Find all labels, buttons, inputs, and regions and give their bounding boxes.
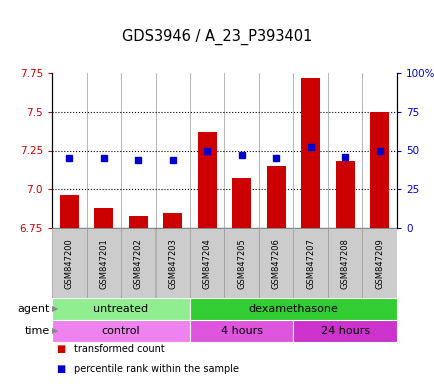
Text: GSM847205: GSM847205	[237, 238, 246, 289]
Text: GSM847202: GSM847202	[133, 238, 142, 289]
Text: GSM847203: GSM847203	[168, 238, 177, 290]
Bar	[128, 215, 148, 228]
Bar	[293, 320, 396, 342]
Text: 4 hours: 4 hours	[220, 326, 262, 336]
Text: GSM847207: GSM847207	[306, 238, 315, 290]
Bar	[59, 195, 79, 228]
Bar	[94, 208, 113, 228]
Text: untreated: untreated	[93, 304, 148, 314]
Text: GSM847209: GSM847209	[375, 238, 383, 289]
Bar	[258, 228, 293, 298]
Bar	[52, 228, 86, 298]
Text: ■: ■	[56, 364, 66, 374]
Bar	[301, 78, 319, 228]
Bar	[190, 320, 293, 342]
Text: GSM847208: GSM847208	[340, 238, 349, 290]
Text: time: time	[24, 326, 50, 336]
Bar	[293, 228, 327, 298]
Text: GSM847200: GSM847200	[65, 238, 74, 289]
Text: GDS3946 / A_23_P393401: GDS3946 / A_23_P393401	[122, 28, 312, 45]
Text: GSM847204: GSM847204	[202, 238, 211, 289]
Bar	[190, 298, 396, 320]
Bar	[163, 212, 182, 228]
Text: transformed count: transformed count	[74, 344, 164, 354]
Text: ▶: ▶	[52, 326, 58, 336]
Bar	[369, 112, 388, 228]
Bar	[52, 298, 190, 320]
Bar	[224, 228, 258, 298]
Text: dexamethasone: dexamethasone	[248, 304, 338, 314]
Bar	[266, 166, 285, 228]
Text: control: control	[102, 326, 140, 336]
Text: ▶: ▶	[52, 305, 58, 313]
Bar	[197, 132, 216, 228]
Text: ■: ■	[56, 344, 66, 354]
Text: percentile rank within the sample: percentile rank within the sample	[74, 364, 238, 374]
Bar	[327, 228, 362, 298]
Text: GSM847206: GSM847206	[271, 238, 280, 290]
Bar	[52, 320, 190, 342]
Bar	[155, 228, 190, 298]
Text: GSM847201: GSM847201	[99, 238, 108, 289]
Bar	[190, 228, 224, 298]
Bar	[362, 228, 396, 298]
Bar	[86, 228, 121, 298]
Text: 24 hours: 24 hours	[320, 326, 369, 336]
Text: agent: agent	[17, 304, 50, 314]
Bar	[232, 179, 251, 228]
Bar	[335, 161, 354, 228]
Bar	[121, 228, 155, 298]
